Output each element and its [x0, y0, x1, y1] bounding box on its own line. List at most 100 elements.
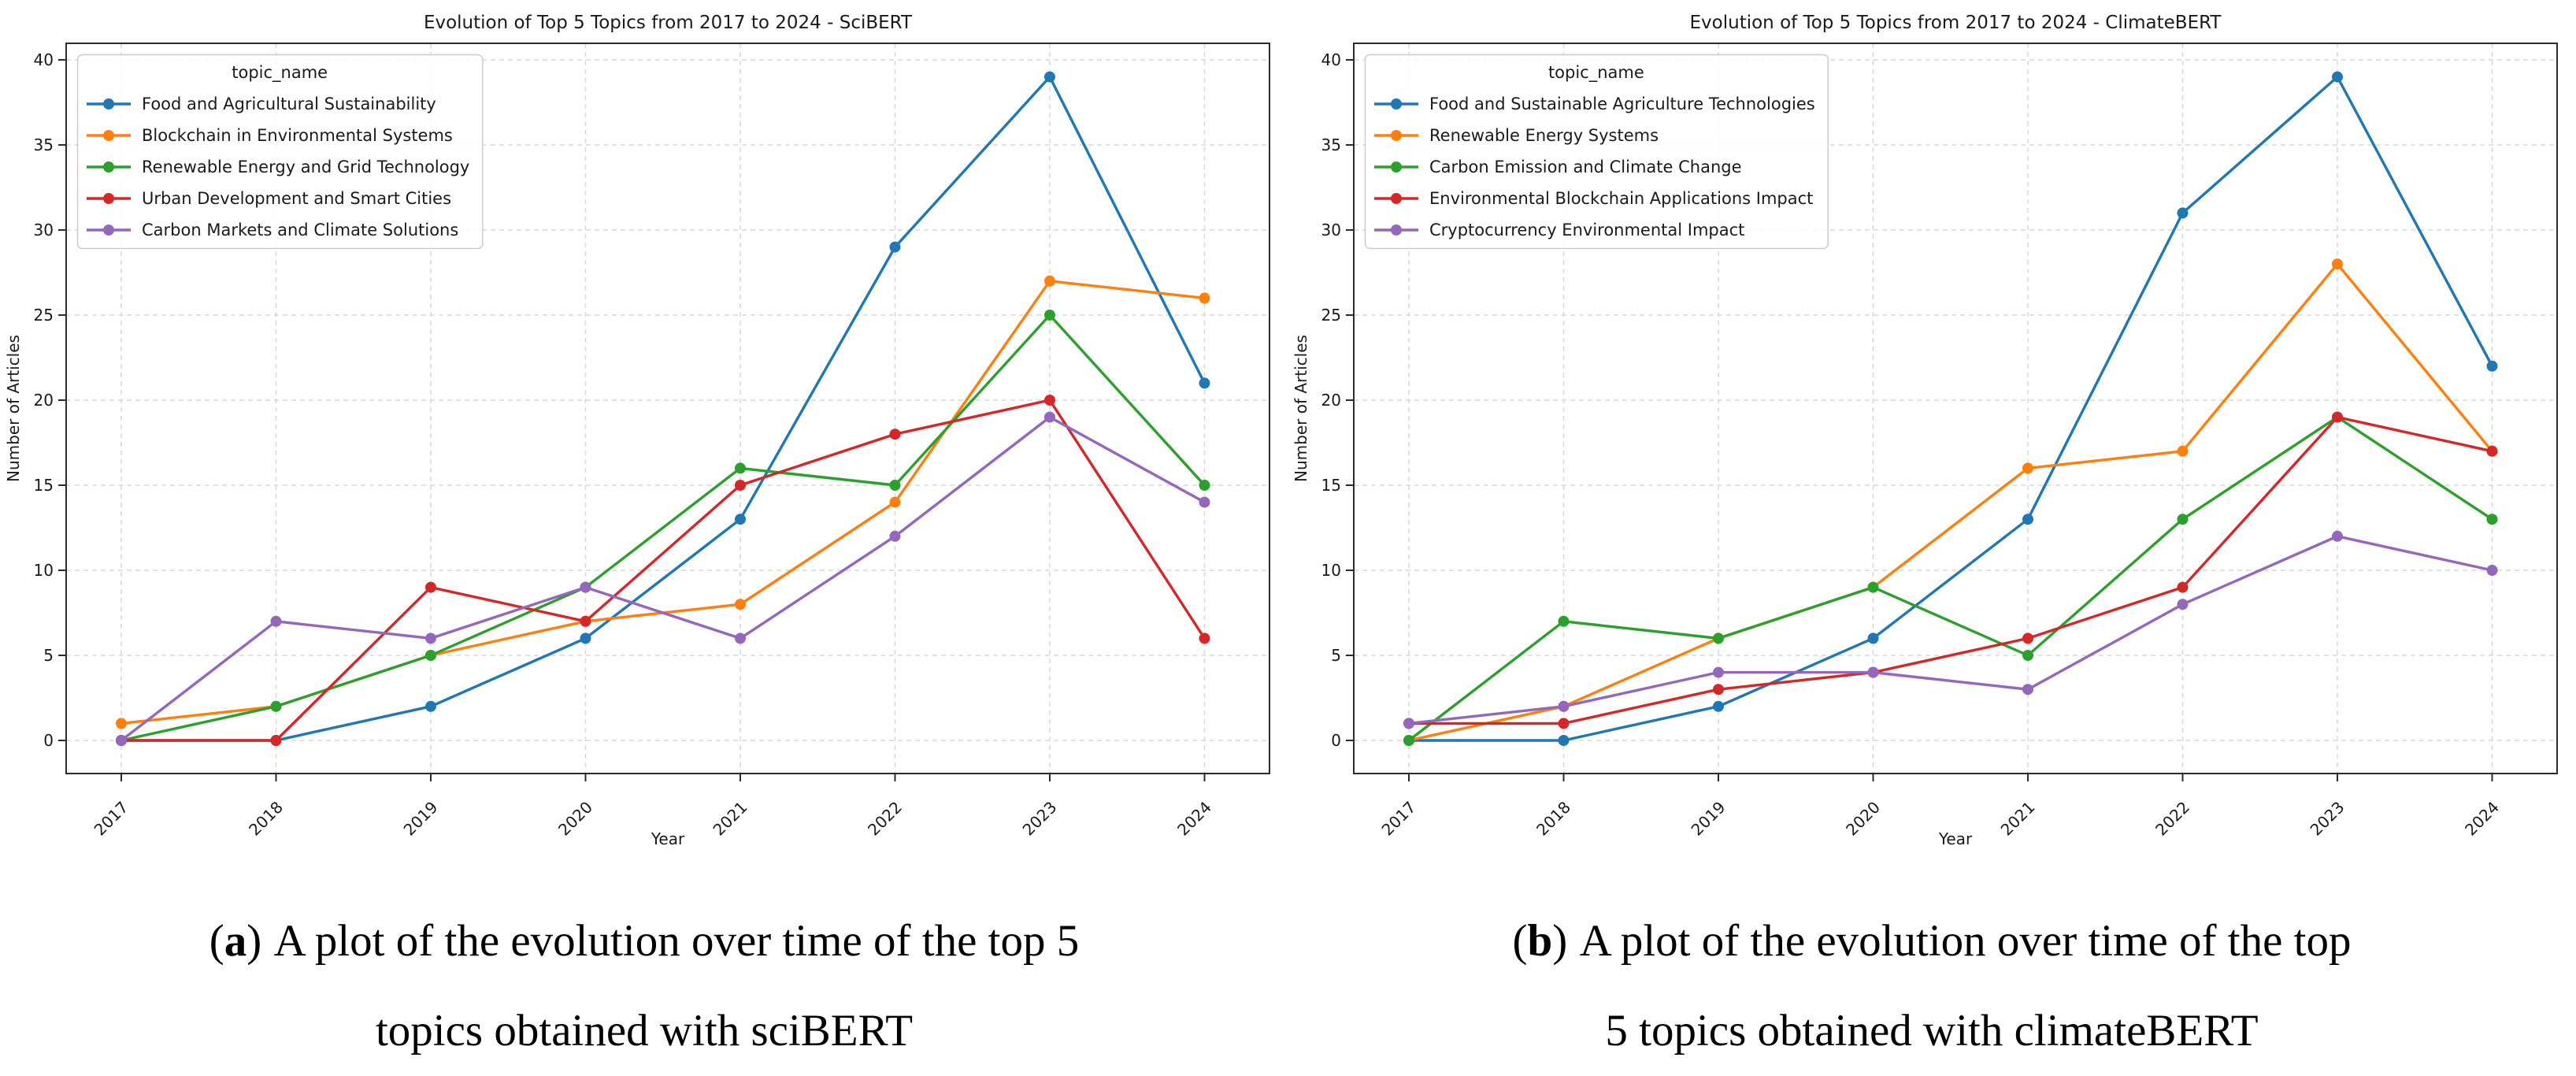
data-point — [1867, 633, 1879, 644]
legend-label: Renewable Energy and Grid Technology — [142, 158, 469, 176]
data-point — [1044, 275, 1055, 287]
data-point — [1558, 615, 1570, 627]
data-point — [425, 633, 436, 644]
y-axis-label: Number of Articles — [4, 335, 23, 482]
caption-text: A plot of the evolution over time of the… — [1579, 916, 2352, 966]
data-point — [1713, 684, 1724, 696]
x-tick-label: 2022 — [864, 798, 906, 840]
legend-label: Food and Sustainable Agriculture Technol… — [1429, 95, 1815, 113]
series-line — [120, 399, 1206, 742]
series-renewable-energy-systems — [1403, 258, 2498, 746]
x-tick-label: 2018 — [245, 798, 287, 840]
caption-b: (b) A plot of the evolution over time of … — [1288, 896, 2576, 1076]
chart-title: Evolution of Top 5 Topics from 2017 to 2… — [1690, 13, 2222, 33]
legend-label: Renewable Energy Systems — [1429, 126, 1659, 145]
caption-marker-letter: a — [224, 916, 247, 966]
data-point — [1199, 496, 1210, 508]
data-point — [2177, 599, 2189, 610]
legend-sample-marker — [1391, 161, 1402, 173]
y-tick-label: 5 — [43, 646, 54, 665]
legend-label: Blockchain in Environmental Systems — [142, 126, 453, 145]
y-tick-label: 30 — [1321, 221, 1341, 239]
series-food-and-sustainable-agriculture-technologies — [1403, 71, 2498, 746]
tick-marks — [1346, 59, 2493, 781]
plot-border — [1353, 43, 2558, 774]
data-point — [889, 480, 901, 491]
data-point — [1044, 411, 1055, 423]
series-line — [1407, 262, 2494, 742]
legend-label: Environmental Blockchain Applications Im… — [1429, 189, 1813, 208]
legend-label: Carbon Markets and Climate Solutions — [142, 221, 458, 239]
y-tick-label: 20 — [1321, 391, 1341, 410]
y-tick-label: 25 — [34, 306, 54, 325]
y-tick-label: 15 — [34, 476, 54, 495]
legend-sample-marker — [1391, 193, 1402, 204]
y-tick-label: 15 — [1321, 476, 1341, 495]
legend-label: Cryptocurrency Environmental Impact — [1429, 221, 1744, 239]
legend-label: Food and Agricultural Sustainability — [142, 95, 436, 113]
data-point — [1199, 292, 1210, 304]
data-point — [1867, 666, 1879, 678]
data-point — [1044, 395, 1055, 406]
data-point — [2022, 650, 2033, 661]
x-tick-label: 2023 — [1019, 798, 1061, 840]
data-point — [270, 615, 282, 627]
data-point — [1403, 718, 1414, 729]
data-point — [425, 700, 436, 712]
caption-line-1: (a) A plot of the evolution over time of … — [0, 896, 1288, 986]
data-point — [889, 429, 901, 440]
legend-sample-marker — [103, 161, 114, 173]
data-point — [425, 650, 436, 661]
data-point — [1713, 700, 1724, 712]
tick-marks — [58, 59, 1206, 781]
legend-box — [1364, 54, 1829, 250]
data-point — [2486, 565, 2498, 576]
data-point — [1403, 735, 1414, 746]
x-axis-label: Year — [650, 829, 685, 848]
subfigure-a: 2017 2018 2019 2020 2021 2022 2023 2024 0 5 10 15 20… — [0, 0, 1288, 1072]
data-point — [2486, 445, 2498, 457]
data-point — [1867, 581, 1879, 593]
data-point — [2486, 514, 2498, 525]
data-point — [2022, 684, 2033, 696]
legend: topic_name Food and Sustainable Agricultu… — [1364, 54, 1829, 250]
series-line — [120, 75, 1206, 742]
data-point — [2022, 462, 2033, 474]
legend-box — [76, 54, 484, 250]
x-tick-label: 2021 — [710, 798, 751, 840]
x-tick-label: 2024 — [2461, 798, 2503, 840]
data-point — [270, 735, 282, 746]
series-renewable-energy-and-grid-technology — [116, 310, 1210, 746]
series-line — [1407, 415, 2494, 742]
data-point — [2332, 71, 2343, 83]
caption-paren-open: ( — [209, 916, 224, 966]
y-tick-label: 40 — [1321, 50, 1341, 69]
data-point — [889, 496, 901, 508]
data-point — [735, 633, 746, 644]
x-tick-label: 2021 — [1997, 798, 2039, 840]
legend-sample-marker — [1391, 130, 1402, 141]
data-point — [1713, 666, 1724, 678]
caption-text: A plot of the evolution over time of the… — [273, 916, 1080, 966]
data-point — [1044, 71, 1055, 83]
caption-line-2: 5 topics obtained with climateBERT — [1605, 1006, 2259, 1056]
gridlines — [1354, 43, 2557, 774]
data-point — [1199, 377, 1210, 389]
data-point — [2177, 514, 2189, 525]
data-point — [116, 718, 127, 729]
data-point — [735, 514, 746, 525]
x-tick-label: 2018 — [1533, 798, 1574, 840]
data-point — [889, 530, 901, 542]
legend-label: Carbon Emission and Climate Change — [1429, 158, 1742, 176]
legend-sample-marker — [103, 224, 114, 236]
x-tick-label: 2017 — [1378, 798, 1420, 840]
data-point — [2332, 411, 2343, 423]
x-tick-label: 2019 — [400, 798, 442, 840]
series-line — [120, 280, 1206, 725]
subfigure-b: 2017 2018 2019 2020 2021 2022 2023 2024 0 5 10 15 20… — [1288, 0, 2576, 1072]
y-tick-label: 0 — [1331, 731, 1341, 750]
data-point — [735, 480, 746, 491]
x-tick-label: 2020 — [1842, 798, 1884, 840]
data-point — [2177, 207, 2189, 219]
series-line — [1407, 415, 2494, 725]
